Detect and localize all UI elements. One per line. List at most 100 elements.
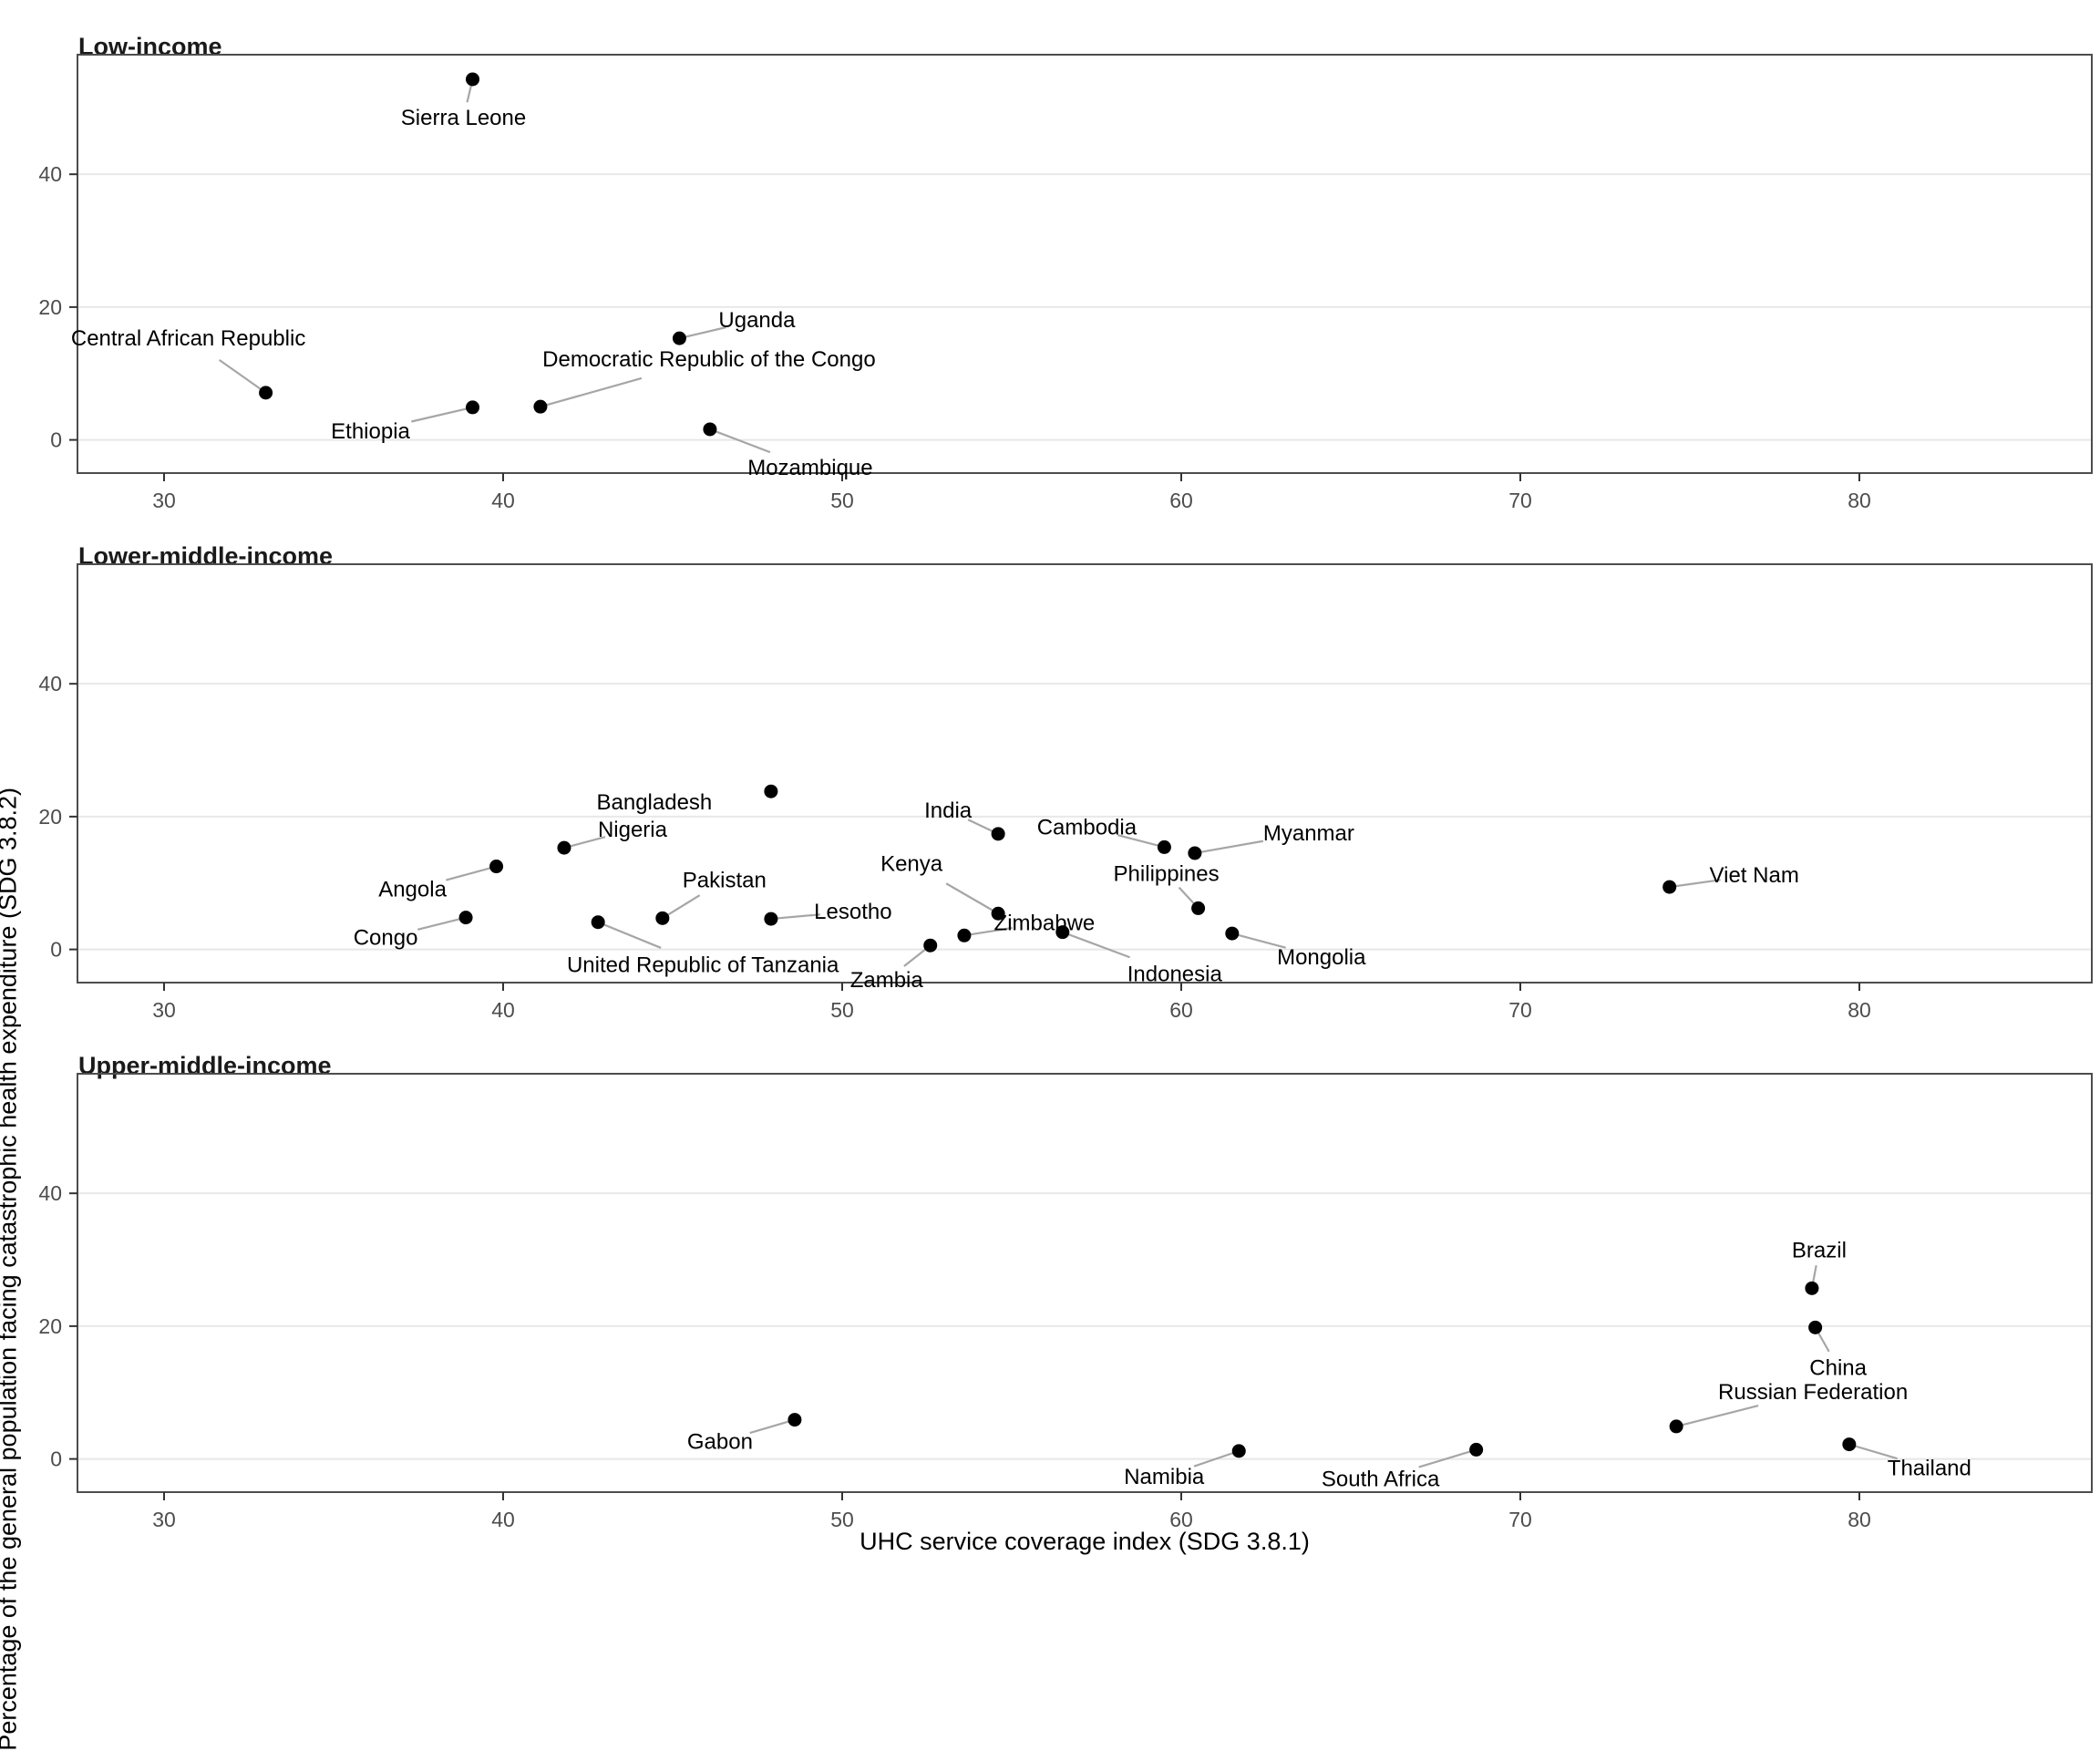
x-tick-label: 50 — [830, 998, 854, 1022]
country-label: Thailand — [1888, 1457, 1971, 1481]
panel-border — [77, 54, 2093, 474]
data-point — [1842, 1437, 1857, 1452]
label-leader-line — [1848, 1443, 1898, 1460]
facet-panel-lower-middle-income: 30 40 50 60 70 80 0 20 40 Angola Bangladesh Cambodi… — [38, 563, 2093, 1022]
data-point — [1662, 880, 1677, 894]
y-tick-label: 20 — [38, 1314, 62, 1338]
label-leader-line — [417, 916, 467, 931]
y-tick-label: 40 — [38, 1181, 62, 1205]
facet-title-low-income: Low-income — [78, 33, 222, 61]
label-leader-line — [597, 921, 662, 949]
x-tick-label: 70 — [1508, 998, 1532, 1022]
data-point — [466, 72, 480, 87]
y-tick-label: 40 — [38, 162, 62, 186]
country-label: Viet Nam — [1710, 863, 1799, 888]
country-label: Pakistan — [683, 868, 767, 892]
label-leader-line — [1231, 932, 1286, 949]
data-point — [533, 399, 548, 414]
label-leader-line — [563, 836, 606, 850]
country-label: South Africa — [1322, 1467, 1440, 1491]
country-label: Zambia — [850, 968, 924, 993]
y-tick-label: 0 — [50, 428, 62, 452]
label-leader-line — [218, 358, 267, 394]
data-point — [1191, 901, 1206, 915]
panel-border — [77, 563, 2093, 984]
data-point — [1469, 1442, 1484, 1457]
x-tick-label: 80 — [1848, 998, 1871, 1022]
country-label: Lesotho — [814, 900, 891, 924]
country-label: Brazil — [1792, 1238, 1847, 1262]
label-leader-line — [945, 882, 999, 915]
data-point — [489, 860, 504, 874]
x-tick-label: 80 — [1848, 1508, 1871, 1531]
country-label: Central African Republic — [71, 326, 305, 351]
x-axis-title: UHC service coverage index (SDG 3.8.1) — [860, 1528, 1310, 1555]
data-point — [557, 840, 571, 855]
data-point — [458, 911, 473, 925]
facet-panel-upper-middle-income: 30 40 50 60 70 80 0 20 40 Brazil China Gabon Namibia… — [38, 1073, 2093, 1531]
country-label: Uganda — [718, 308, 796, 333]
country-label: Sierra Leone — [401, 106, 526, 130]
x-tick-label: 50 — [830, 489, 854, 512]
label-leader-line — [446, 865, 497, 881]
panel-border — [77, 1073, 2093, 1493]
chart-canvas: 30 40 50 60 70 80 0 20 40 Sierra Leone Uganda Centr… — [38, 54, 2093, 1531]
country-label: Angola — [378, 878, 447, 902]
label-leader-line — [1418, 1448, 1477, 1468]
data-point — [957, 928, 972, 942]
x-tick-label: 60 — [1169, 489, 1193, 512]
y-tick-label: 0 — [50, 1447, 62, 1471]
data-point — [259, 386, 273, 400]
faceted-scatter-figure: Percentage of the general population fac… — [0, 33, 2093, 1751]
data-point — [991, 906, 1005, 921]
country-label: Democratic Republic of the Congo — [542, 347, 876, 372]
country-label: Russian Federation — [1718, 1380, 1908, 1405]
label-leader-line — [1062, 931, 1130, 959]
data-point — [1669, 1419, 1683, 1434]
data-point — [1225, 926, 1240, 941]
data-point — [991, 827, 1005, 841]
data-point — [1808, 1320, 1823, 1334]
country-label: Congo — [354, 926, 418, 951]
data-point — [764, 912, 778, 926]
label-leader-line — [540, 376, 643, 408]
data-point — [1157, 839, 1171, 854]
label-leader-line — [1117, 834, 1165, 849]
country-label: Mongolia — [1277, 945, 1366, 970]
x-tick-label: 70 — [1508, 489, 1532, 512]
label-leader-line — [1669, 879, 1721, 889]
country-label: Myanmar — [1263, 821, 1354, 846]
x-tick-label: 40 — [491, 1508, 515, 1531]
label-leader-line — [679, 326, 726, 340]
data-point — [1188, 846, 1202, 860]
x-tick-label: 30 — [152, 1508, 176, 1531]
y-tick-label: 20 — [38, 295, 62, 319]
x-tick-label: 80 — [1848, 489, 1871, 512]
country-label: Bangladesh — [596, 790, 712, 815]
y-tick-label: 0 — [50, 938, 62, 962]
country-label: Namibia — [1124, 1465, 1205, 1489]
country-label: United Republic of Tanzania — [567, 953, 839, 978]
label-leader-line — [1193, 1449, 1240, 1468]
label-leader-line — [1675, 1405, 1759, 1427]
country-label: China — [1809, 1355, 1867, 1380]
data-point — [788, 1413, 802, 1427]
country-label: Kenya — [880, 851, 943, 876]
data-point — [672, 331, 686, 345]
label-leader-line — [709, 427, 771, 454]
label-leader-line — [749, 1418, 796, 1435]
y-tick-label: 40 — [38, 672, 62, 695]
data-point — [1231, 1444, 1246, 1458]
data-point — [764, 784, 778, 798]
country-label: Indonesia — [1127, 963, 1223, 987]
label-leader-line — [963, 926, 1013, 937]
data-point — [655, 911, 670, 925]
country-label: Ethiopia — [331, 419, 410, 444]
country-label: Philippines — [1114, 861, 1220, 886]
x-tick-label: 30 — [152, 998, 176, 1022]
x-tick-label: 60 — [1169, 1508, 1193, 1531]
country-label: Cambodia — [1037, 815, 1138, 839]
x-tick-label: 30 — [152, 489, 176, 512]
label-leader-line — [770, 913, 820, 921]
x-tick-label: 70 — [1508, 1508, 1532, 1531]
